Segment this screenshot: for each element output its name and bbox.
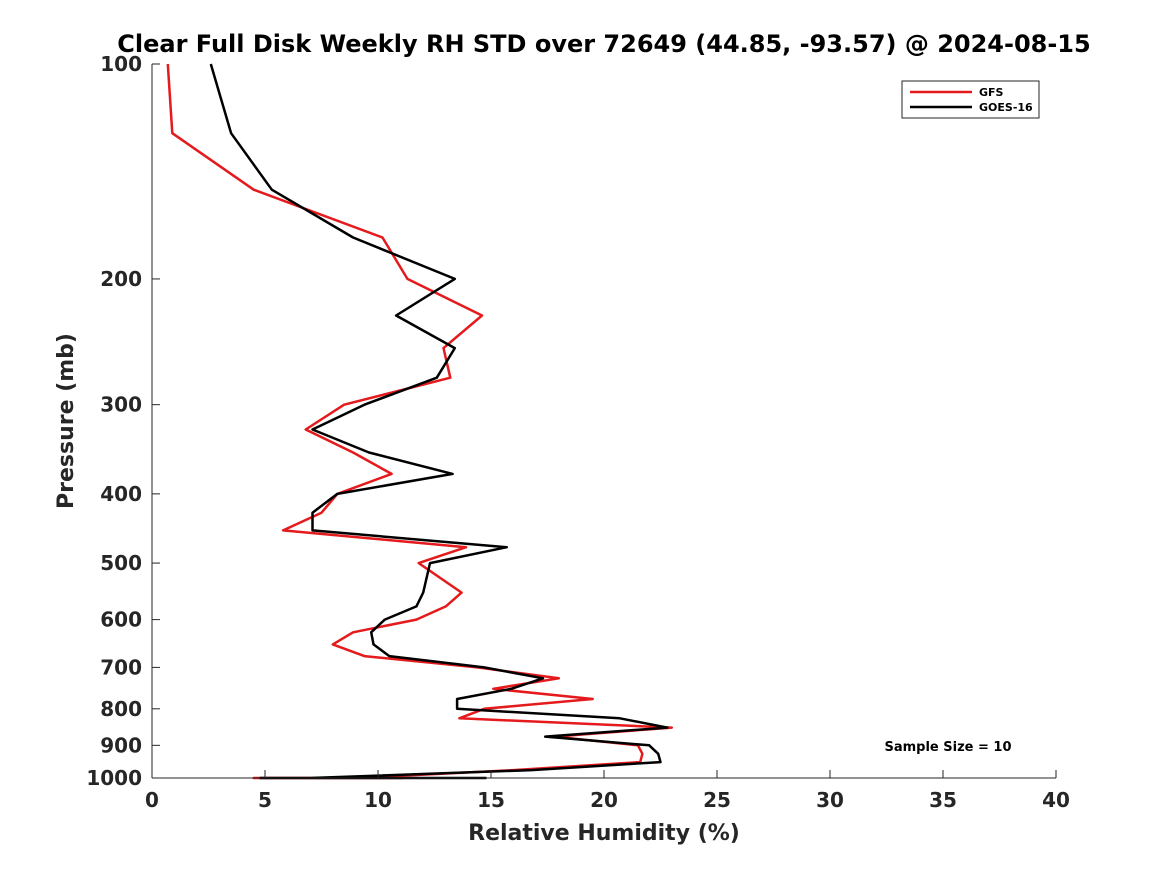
- y-tick-label: 300: [100, 393, 142, 417]
- series-line-goes-16: [209, 63, 669, 780]
- y-tick-label: 500: [100, 551, 142, 575]
- x-tick-label: 35: [929, 788, 957, 812]
- legend-box: [901, 80, 1040, 119]
- sample-size-annotation: Sample Size = 10: [884, 740, 1011, 755]
- x-tick-label: 5: [258, 788, 272, 812]
- x-tick-label: 0: [145, 788, 159, 812]
- axes: 0 5 10 15 20 25 30 35 40 100 200 300 400 500 600 700 800…: [86, 52, 1070, 812]
- y-tick-label: 200: [100, 267, 142, 291]
- legend-label: GOES-16: [979, 101, 1033, 114]
- plot-area: [166, 63, 674, 780]
- y-tick-label: 100: [100, 52, 142, 76]
- x-tick-label: 20: [590, 788, 618, 812]
- y-tick-label: 800: [100, 697, 142, 721]
- legend-label: GFS: [979, 86, 1004, 99]
- x-tick-label: 40: [1042, 788, 1070, 812]
- y-axis-label: Pressure (mb): [54, 333, 79, 509]
- x-tick-label: 15: [477, 788, 505, 812]
- x-tick-label: 25: [703, 788, 731, 812]
- y-tick-label: 900: [100, 733, 142, 757]
- y-tick-label: 1000: [86, 766, 142, 790]
- series-line-gfs: [166, 63, 674, 780]
- legend: GFS GOES-16: [901, 80, 1040, 119]
- y-tick-label: 700: [100, 655, 142, 679]
- x-tick-label: 10: [364, 788, 392, 812]
- y-tick-label: 400: [100, 482, 142, 506]
- chart-title: Clear Full Disk Weekly RH STD over 72649…: [117, 30, 1090, 58]
- x-axis-label: Relative Humidity (%): [468, 821, 740, 846]
- x-tick-label: 30: [816, 788, 844, 812]
- y-tick-label: 600: [100, 608, 142, 632]
